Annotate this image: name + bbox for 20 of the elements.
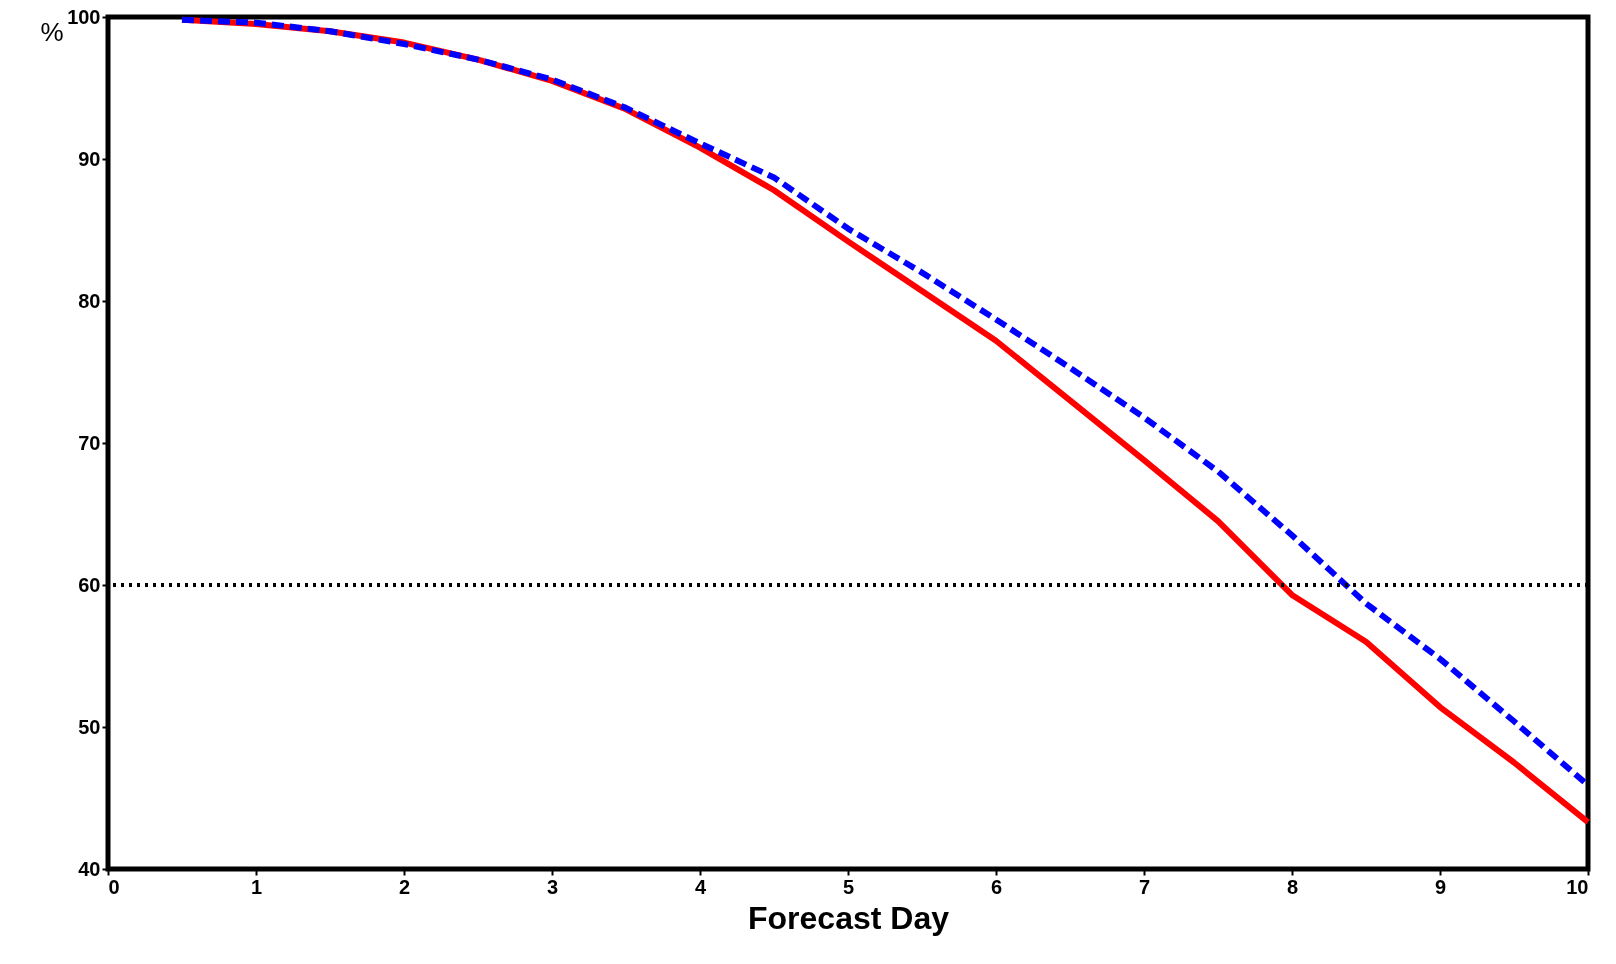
y-axis-title: % — [40, 16, 64, 47]
y-tick-label: 100 — [67, 5, 101, 28]
x-tick-label: 4 — [694, 875, 707, 898]
x-tick-label: 5 — [842, 875, 855, 898]
x-tick-label: 1 — [250, 875, 263, 898]
x-tick-label: 9 — [1434, 875, 1447, 898]
x-tick-label: 0 — [108, 875, 120, 898]
y-tick-label: 80 — [78, 289, 101, 312]
y-tick-label: 60 — [78, 573, 101, 596]
y-tick-label: 50 — [78, 715, 101, 738]
y-tick-label: 40 — [78, 857, 101, 880]
x-axis-title: Forecast Day — [748, 899, 950, 936]
x-tick-label: 2 — [398, 875, 411, 898]
x-tick-label: 8 — [1286, 875, 1299, 898]
x-tick-label: 7 — [1138, 875, 1151, 898]
y-tick-label: 70 — [78, 431, 101, 454]
x-tick-label: 6 — [990, 875, 1003, 898]
x-tick-label: 3 — [546, 875, 559, 898]
x-tick-label: 10 — [1566, 875, 1589, 898]
y-tick-label: 90 — [78, 147, 101, 170]
